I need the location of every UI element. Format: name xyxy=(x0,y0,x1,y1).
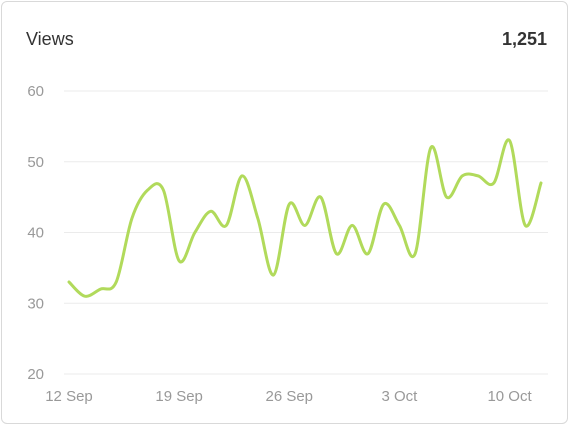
data-point[interactable] xyxy=(157,184,169,196)
x-axis-ticks: 12 Sep 19 Sep 26 Sep 3 Oct 10 Oct xyxy=(45,388,532,405)
data-point[interactable] xyxy=(63,276,75,288)
data-point[interactable] xyxy=(535,177,547,189)
y-tick-label: 30 xyxy=(27,295,44,312)
data-point[interactable] xyxy=(205,205,217,217)
data-point[interactable] xyxy=(299,219,311,231)
data-point[interactable] xyxy=(236,170,248,182)
data-point[interactable] xyxy=(220,219,232,231)
y-axis-ticks: 20 30 40 50 60 xyxy=(27,83,44,383)
data-point[interactable] xyxy=(456,170,468,182)
data-point[interactable] xyxy=(79,290,91,302)
data-point[interactable] xyxy=(346,219,358,231)
x-tick-label: 10 Oct xyxy=(487,388,532,405)
card-title: Views xyxy=(26,29,74,49)
x-tick-label: 3 Oct xyxy=(381,388,418,405)
y-tick-label: 60 xyxy=(27,83,44,100)
data-point[interactable] xyxy=(252,212,264,224)
series-layer xyxy=(63,135,547,302)
y-tick-label: 40 xyxy=(27,225,44,242)
views-series-line xyxy=(67,138,543,298)
grid-lines xyxy=(64,90,548,375)
data-point[interactable] xyxy=(268,269,280,281)
x-tick-label: 19 Sep xyxy=(155,388,203,405)
data-point[interactable] xyxy=(378,198,390,210)
data-point[interactable] xyxy=(126,212,138,224)
data-point[interactable] xyxy=(488,177,500,189)
data-point[interactable] xyxy=(504,135,516,147)
data-point[interactable] xyxy=(362,248,374,260)
data-point[interactable] xyxy=(393,219,405,231)
data-point[interactable] xyxy=(173,255,185,267)
views-total: 1,251 xyxy=(501,29,547,49)
data-point[interactable] xyxy=(110,276,122,288)
data-point[interactable] xyxy=(142,184,154,196)
data-point[interactable] xyxy=(94,283,106,295)
data-point[interactable] xyxy=(441,191,453,203)
y-tick-label: 50 xyxy=(27,154,44,171)
data-point[interactable] xyxy=(330,248,342,260)
x-tick-label: 26 Sep xyxy=(265,388,313,405)
data-point[interactable] xyxy=(283,198,295,210)
data-point[interactable] xyxy=(315,191,327,203)
data-point[interactable] xyxy=(409,248,421,260)
data-point[interactable] xyxy=(519,219,531,231)
data-point[interactable] xyxy=(425,142,437,154)
data-point[interactable] xyxy=(189,227,201,239)
y-tick-label: 20 xyxy=(27,366,44,383)
data-point[interactable] xyxy=(472,170,484,182)
x-tick-label: 12 Sep xyxy=(45,388,93,405)
